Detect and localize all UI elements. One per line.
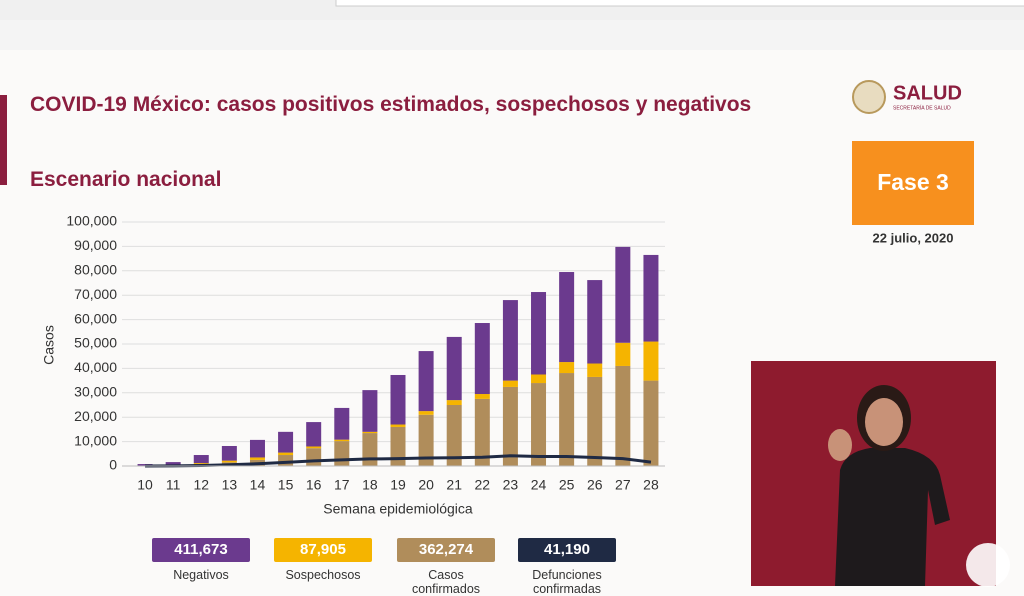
bar-segment: [503, 381, 518, 387]
x-tick-label: 18: [362, 477, 378, 493]
x-tick-label: 15: [278, 477, 294, 493]
y-tick-label: 60,000: [74, 310, 117, 326]
x-tick-label: 24: [531, 477, 547, 493]
y-axis-label: Casos: [41, 325, 57, 365]
bar-segment: [587, 364, 602, 377]
bar-segment: [559, 362, 574, 373]
bar-segment: [559, 373, 574, 466]
y-tick-label: 30,000: [74, 384, 117, 400]
y-tick-label: 40,000: [74, 359, 117, 375]
x-tick-label: 13: [222, 477, 238, 493]
top-band: [0, 20, 1024, 50]
bar-segment: [587, 377, 602, 466]
logo-text: SALUD: [893, 82, 962, 104]
y-tick-label: 90,000: [74, 237, 117, 253]
bar-segment: [222, 446, 237, 461]
bar-segment: [419, 351, 434, 411]
legend-label: Sospechosos: [273, 568, 373, 582]
phase-text: Fase 3: [877, 169, 949, 195]
x-tick-label: 23: [503, 477, 519, 493]
bar-segment: [278, 453, 293, 455]
logo-emblem: [853, 81, 885, 113]
bar-segment: [362, 432, 377, 433]
bar-segment: [559, 272, 574, 362]
y-tick-label: 20,000: [74, 408, 117, 424]
x-tick-label: 20: [418, 477, 434, 493]
bar-segment: [278, 432, 293, 453]
chart-subtitle: Escenario nacional: [30, 168, 221, 192]
x-tick-label: 10: [137, 477, 153, 493]
bar-segment: [334, 408, 349, 440]
bar-segment: [447, 400, 462, 405]
legend-total: 41,190: [518, 538, 616, 562]
bar-segment: [643, 255, 658, 342]
y-tick-label: 50,000: [74, 335, 117, 351]
bar-segment: [615, 343, 630, 366]
bar-segment: [362, 433, 377, 466]
bar-segment: [587, 280, 602, 363]
x-tick-label: 16: [306, 477, 322, 493]
address-field: [336, 0, 1024, 6]
date: 22 julio, 2020: [873, 230, 954, 245]
bar-segment: [531, 375, 546, 384]
chart-title: COVID-19 México: casos positivos estimad…: [30, 92, 780, 117]
bar-segment: [447, 337, 462, 400]
x-tick-label: 27: [615, 477, 631, 493]
bar-segment: [643, 342, 658, 381]
bar-segment: [250, 457, 265, 459]
bar-segment: [306, 448, 321, 466]
bar-segment: [194, 455, 209, 463]
y-tick-label: 0: [109, 457, 117, 473]
x-tick-label: 28: [643, 477, 659, 493]
x-tick-label: 17: [334, 477, 350, 493]
bar-segment: [306, 446, 321, 448]
legend-total: 411,673: [152, 538, 250, 562]
y-tick-label: 70,000: [74, 286, 117, 302]
legend-label: Negativos: [151, 568, 251, 582]
bar-segment: [334, 441, 349, 466]
bar-segment: [615, 366, 630, 466]
y-tick-label: 10,000: [74, 432, 117, 448]
y-tick-label: 100,000: [66, 213, 117, 229]
bar-segment: [250, 440, 265, 458]
bar-segment: [419, 411, 434, 415]
x-tick-label: 26: [587, 477, 603, 493]
interpreter-hand: [828, 429, 852, 461]
accent-bar: [0, 95, 7, 185]
bar-segment: [278, 455, 293, 466]
watermark-logo: [966, 543, 1010, 587]
legend-total: 87,905: [274, 538, 372, 562]
x-tick-label: 25: [559, 477, 575, 493]
x-tick-label: 14: [250, 477, 266, 493]
bar-segment: [531, 383, 546, 466]
bar-segment: [503, 387, 518, 466]
bar-segment: [362, 390, 377, 432]
bar-segment: [475, 323, 490, 394]
legend-total: 362,274: [397, 538, 495, 562]
y-tick-label: 80,000: [74, 262, 117, 278]
x-tick-label: 21: [446, 477, 462, 493]
bar-segment: [475, 394, 490, 399]
x-tick-label: 11: [166, 477, 181, 493]
bar-segment: [531, 292, 546, 374]
x-axis-label: Semana epidemiológica: [323, 501, 473, 517]
interpreter-face: [865, 398, 903, 446]
bar-segment: [391, 375, 406, 425]
legend-label: Defunciones confirmadas: [527, 568, 607, 596]
x-tick-label: 22: [475, 477, 491, 493]
x-tick-label: 19: [390, 477, 406, 493]
bar-segment: [334, 440, 349, 441]
logo-subtext: SECRETARÍA DE SALUD: [893, 104, 951, 111]
bar-segment: [306, 422, 321, 446]
bar-segment: [391, 425, 406, 427]
bar-segment: [222, 461, 237, 463]
bar-segment: [643, 381, 658, 466]
bar-segment: [503, 300, 518, 381]
legend-label: Casos confirmados: [406, 568, 486, 596]
x-tick-label: 12: [193, 477, 209, 493]
bar-segment: [615, 247, 630, 343]
